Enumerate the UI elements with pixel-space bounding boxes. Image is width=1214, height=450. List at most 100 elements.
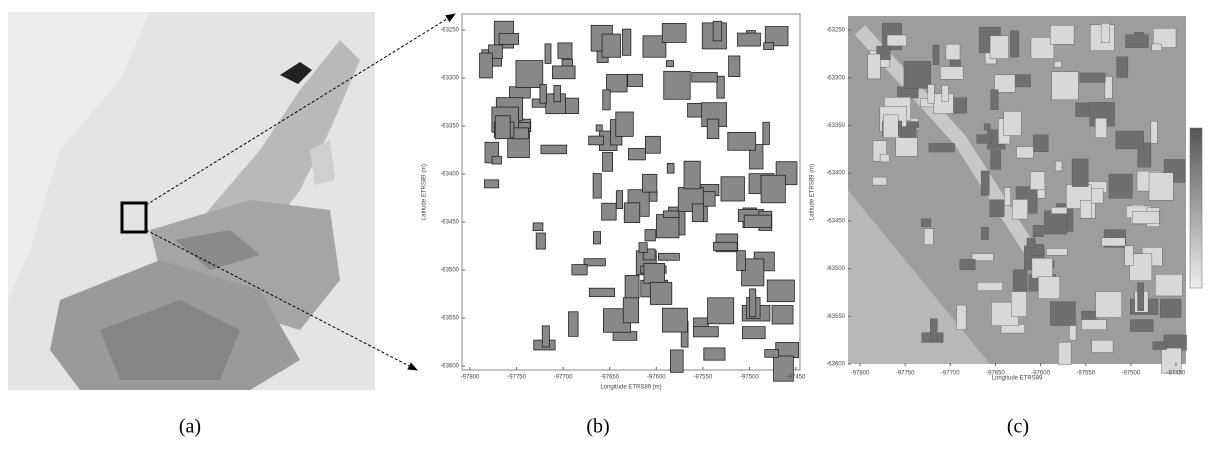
building [628, 148, 645, 159]
building [929, 143, 955, 152]
y-axis-label: Latitude ETRS89 (m) [810, 164, 816, 220]
x-tick-label: -97500 [1122, 371, 1141, 377]
x-tick-label: -97700 [941, 371, 960, 377]
building [616, 191, 622, 209]
building [516, 61, 543, 88]
building [763, 122, 770, 144]
building [625, 275, 639, 298]
building [664, 71, 690, 99]
building [572, 265, 587, 275]
x-tick-label: -97550 [1076, 371, 1095, 377]
building [639, 243, 647, 253]
building [662, 308, 687, 332]
building [1050, 25, 1074, 44]
colorbar [1190, 128, 1202, 288]
building [692, 72, 718, 82]
building [1130, 320, 1153, 332]
building [1051, 207, 1067, 213]
building [1058, 342, 1071, 364]
y-tick-label: -63350 [826, 123, 845, 129]
y-tick-label: -63400 [440, 172, 459, 178]
building [928, 85, 935, 104]
building [977, 282, 1002, 290]
building [492, 156, 501, 164]
building [1055, 161, 1062, 171]
building [1046, 248, 1067, 255]
building [717, 76, 724, 98]
building [924, 229, 933, 245]
building [1092, 340, 1113, 352]
building [658, 253, 679, 260]
building [1101, 23, 1110, 43]
building [623, 298, 638, 323]
x-tick-label: -97600 [647, 375, 666, 381]
building [593, 232, 600, 244]
building [662, 23, 686, 42]
building [645, 230, 655, 241]
building [663, 211, 679, 217]
building [1033, 135, 1048, 152]
building [1116, 131, 1144, 149]
building [1080, 73, 1106, 83]
building [946, 44, 960, 60]
building [977, 135, 992, 144]
building [541, 145, 567, 154]
building [1033, 225, 1043, 236]
y-tick-label: -63500 [440, 268, 459, 274]
building [772, 306, 793, 324]
building [957, 305, 967, 330]
y-tick-label: -63450 [826, 218, 845, 224]
building [569, 312, 579, 337]
building [737, 251, 746, 271]
building [480, 53, 493, 78]
building [984, 124, 990, 130]
building [540, 84, 547, 103]
building [707, 119, 719, 139]
building [942, 85, 949, 101]
x-tick-label: -97650 [600, 375, 619, 381]
x-tick-label: -97800 [461, 375, 480, 381]
y-tick-label: -63550 [826, 314, 845, 320]
building [1030, 172, 1044, 190]
building [628, 74, 643, 86]
building [558, 43, 572, 59]
x-axis-label: Longitude ETRS89 (m) [600, 385, 661, 391]
x-tick-label: -97550 [694, 375, 713, 381]
y-tick-label: -63300 [826, 75, 845, 81]
building [622, 29, 630, 55]
building [552, 66, 575, 79]
y-tick-label: -63600 [440, 364, 459, 370]
building [930, 319, 937, 340]
y-tick-label: -63600 [826, 362, 845, 368]
y-tick-label: -63550 [440, 316, 459, 322]
building [1151, 121, 1158, 143]
y-tick-label: -63250 [826, 28, 845, 34]
building [981, 227, 988, 239]
building [650, 282, 671, 304]
building [1072, 159, 1088, 187]
building [883, 115, 898, 138]
building [536, 233, 545, 249]
caption: (b) [586, 416, 609, 438]
building [589, 288, 614, 296]
building [1038, 277, 1059, 299]
building [684, 161, 700, 189]
building [554, 85, 561, 101]
building [933, 45, 939, 65]
building [495, 116, 510, 139]
building [512, 128, 529, 139]
building [645, 136, 660, 153]
building [545, 44, 551, 64]
building [1155, 274, 1182, 296]
x-tick-label: -97750 [507, 375, 526, 381]
building [1010, 31, 1018, 57]
building [1161, 348, 1181, 373]
building [764, 43, 774, 50]
building [767, 280, 794, 302]
building [533, 223, 543, 231]
building [693, 327, 718, 337]
building [509, 87, 530, 98]
building [765, 350, 779, 358]
x-tick-label: -97750 [896, 371, 915, 377]
building [1011, 292, 1026, 317]
